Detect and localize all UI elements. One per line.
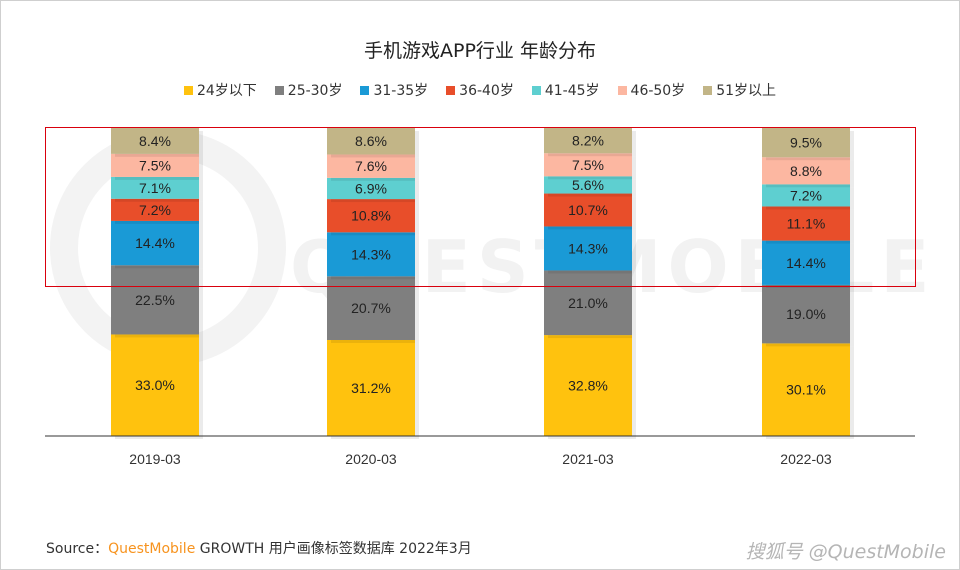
bar-segment [544,226,632,271]
bar-segment [327,177,415,200]
data-label: 31.2% [351,380,391,396]
data-label: 33.0% [135,377,175,393]
legend-label: 24岁以下 [196,83,257,99]
data-label: 14.3% [568,240,608,256]
bar-segment [544,335,632,436]
legend-label: 31-35岁 [373,83,429,99]
data-label: 7.6% [355,158,387,174]
bar-segment [111,265,199,335]
bar-segment [762,240,850,285]
data-label: 10.8% [351,208,391,224]
data-label: 10.7% [568,202,608,218]
x-tick-label: 2020-03 [345,451,397,467]
data-label: 7.2% [139,202,171,218]
legend-item: 46-50岁 [617,80,686,100]
data-label: 21.0% [568,295,608,311]
x-tick-label: 2021-03 [562,451,614,467]
bar-segment [111,153,199,177]
bar-segment [111,128,199,154]
legend-swatch [274,85,284,95]
legend-item: 25-30岁 [274,80,343,100]
legend-item: 41-45岁 [531,80,600,100]
data-label: 6.9% [355,180,387,196]
data-label: 22.5% [135,292,175,308]
data-label: 8.4% [139,133,171,149]
bar-segment [327,128,415,155]
data-label: 32.8% [568,378,608,394]
bar-segment [762,343,850,436]
bar-segment [762,184,850,207]
legend-swatch [183,85,193,95]
data-label: 7.1% [139,180,171,196]
bar-segment [762,206,850,241]
bar-segment [327,232,415,277]
data-label: 14.4% [786,255,826,271]
legend-label: 36-40岁 [459,83,514,99]
legend-item: 36-40岁 [446,80,514,100]
bar-segment [111,220,199,266]
bar-segment [762,128,850,158]
legend: 24岁以下 25-30岁 31-35岁 36-40岁 41-45岁 46-50岁 51岁以上 [0,80,960,100]
bar-segment [111,198,199,221]
data-label: 8.2% [572,133,604,149]
bar-segment [327,154,415,178]
data-label: 11.1% [787,216,826,232]
x-tick-label: 2022-03 [780,451,832,467]
watermark: 搜狐号 @QuestMobile [745,541,946,563]
legend-swatch [446,85,456,95]
bar-segment [544,128,632,154]
bar-segment [544,153,632,177]
legend-swatch [617,85,627,95]
legend-label: 41-45岁 [544,83,600,99]
x-tick-label: 2019-03 [129,451,181,467]
bar-segment [544,176,632,194]
data-label: 30.1% [786,382,826,398]
bar-segment [762,157,850,185]
data-label: 9.5% [790,135,822,151]
bar-segment [111,334,199,436]
chart-title: 手机游戏APP行业 年龄分布 [364,40,596,62]
data-label: 7.5% [139,157,171,173]
data-label: 14.4% [135,235,175,251]
bar-segment [762,284,850,344]
legend-item: 31-35岁 [360,80,428,100]
highlight-box [45,127,916,287]
source-brand: QuestMobile [108,541,196,557]
data-label: 8.8% [790,163,822,179]
data-label: 20.7% [351,300,391,316]
source-footer: Source：QuestMobile GROWTH 用户画像标签数据库 2022… [46,538,472,558]
legend-item: 51岁以上 [703,80,776,100]
bar-segment [327,340,415,436]
source-text: GROWTH 用户画像标签数据库 2022年3月 [199,541,472,557]
data-label: 5.6% [572,177,604,193]
legend-label: 46-50岁 [630,83,686,99]
bar-segment [327,199,415,233]
bar-segment [544,270,632,336]
bar-segment [111,176,199,199]
legend-label: 51岁以上 [716,83,777,99]
source-label: Source： [46,541,109,557]
legend-item: 24岁以下 [183,80,257,100]
legend-swatch [703,85,713,95]
data-label: 7.5% [572,157,604,173]
legend-label: 25-30岁 [287,83,343,99]
data-label: 19.0% [786,306,826,322]
bar-segment [544,193,632,227]
legend-swatch [531,85,541,95]
data-label: 14.3% [351,246,391,262]
legend-swatch [360,85,370,95]
data-label: 7.2% [790,187,822,203]
data-label: 8.6% [355,133,387,149]
